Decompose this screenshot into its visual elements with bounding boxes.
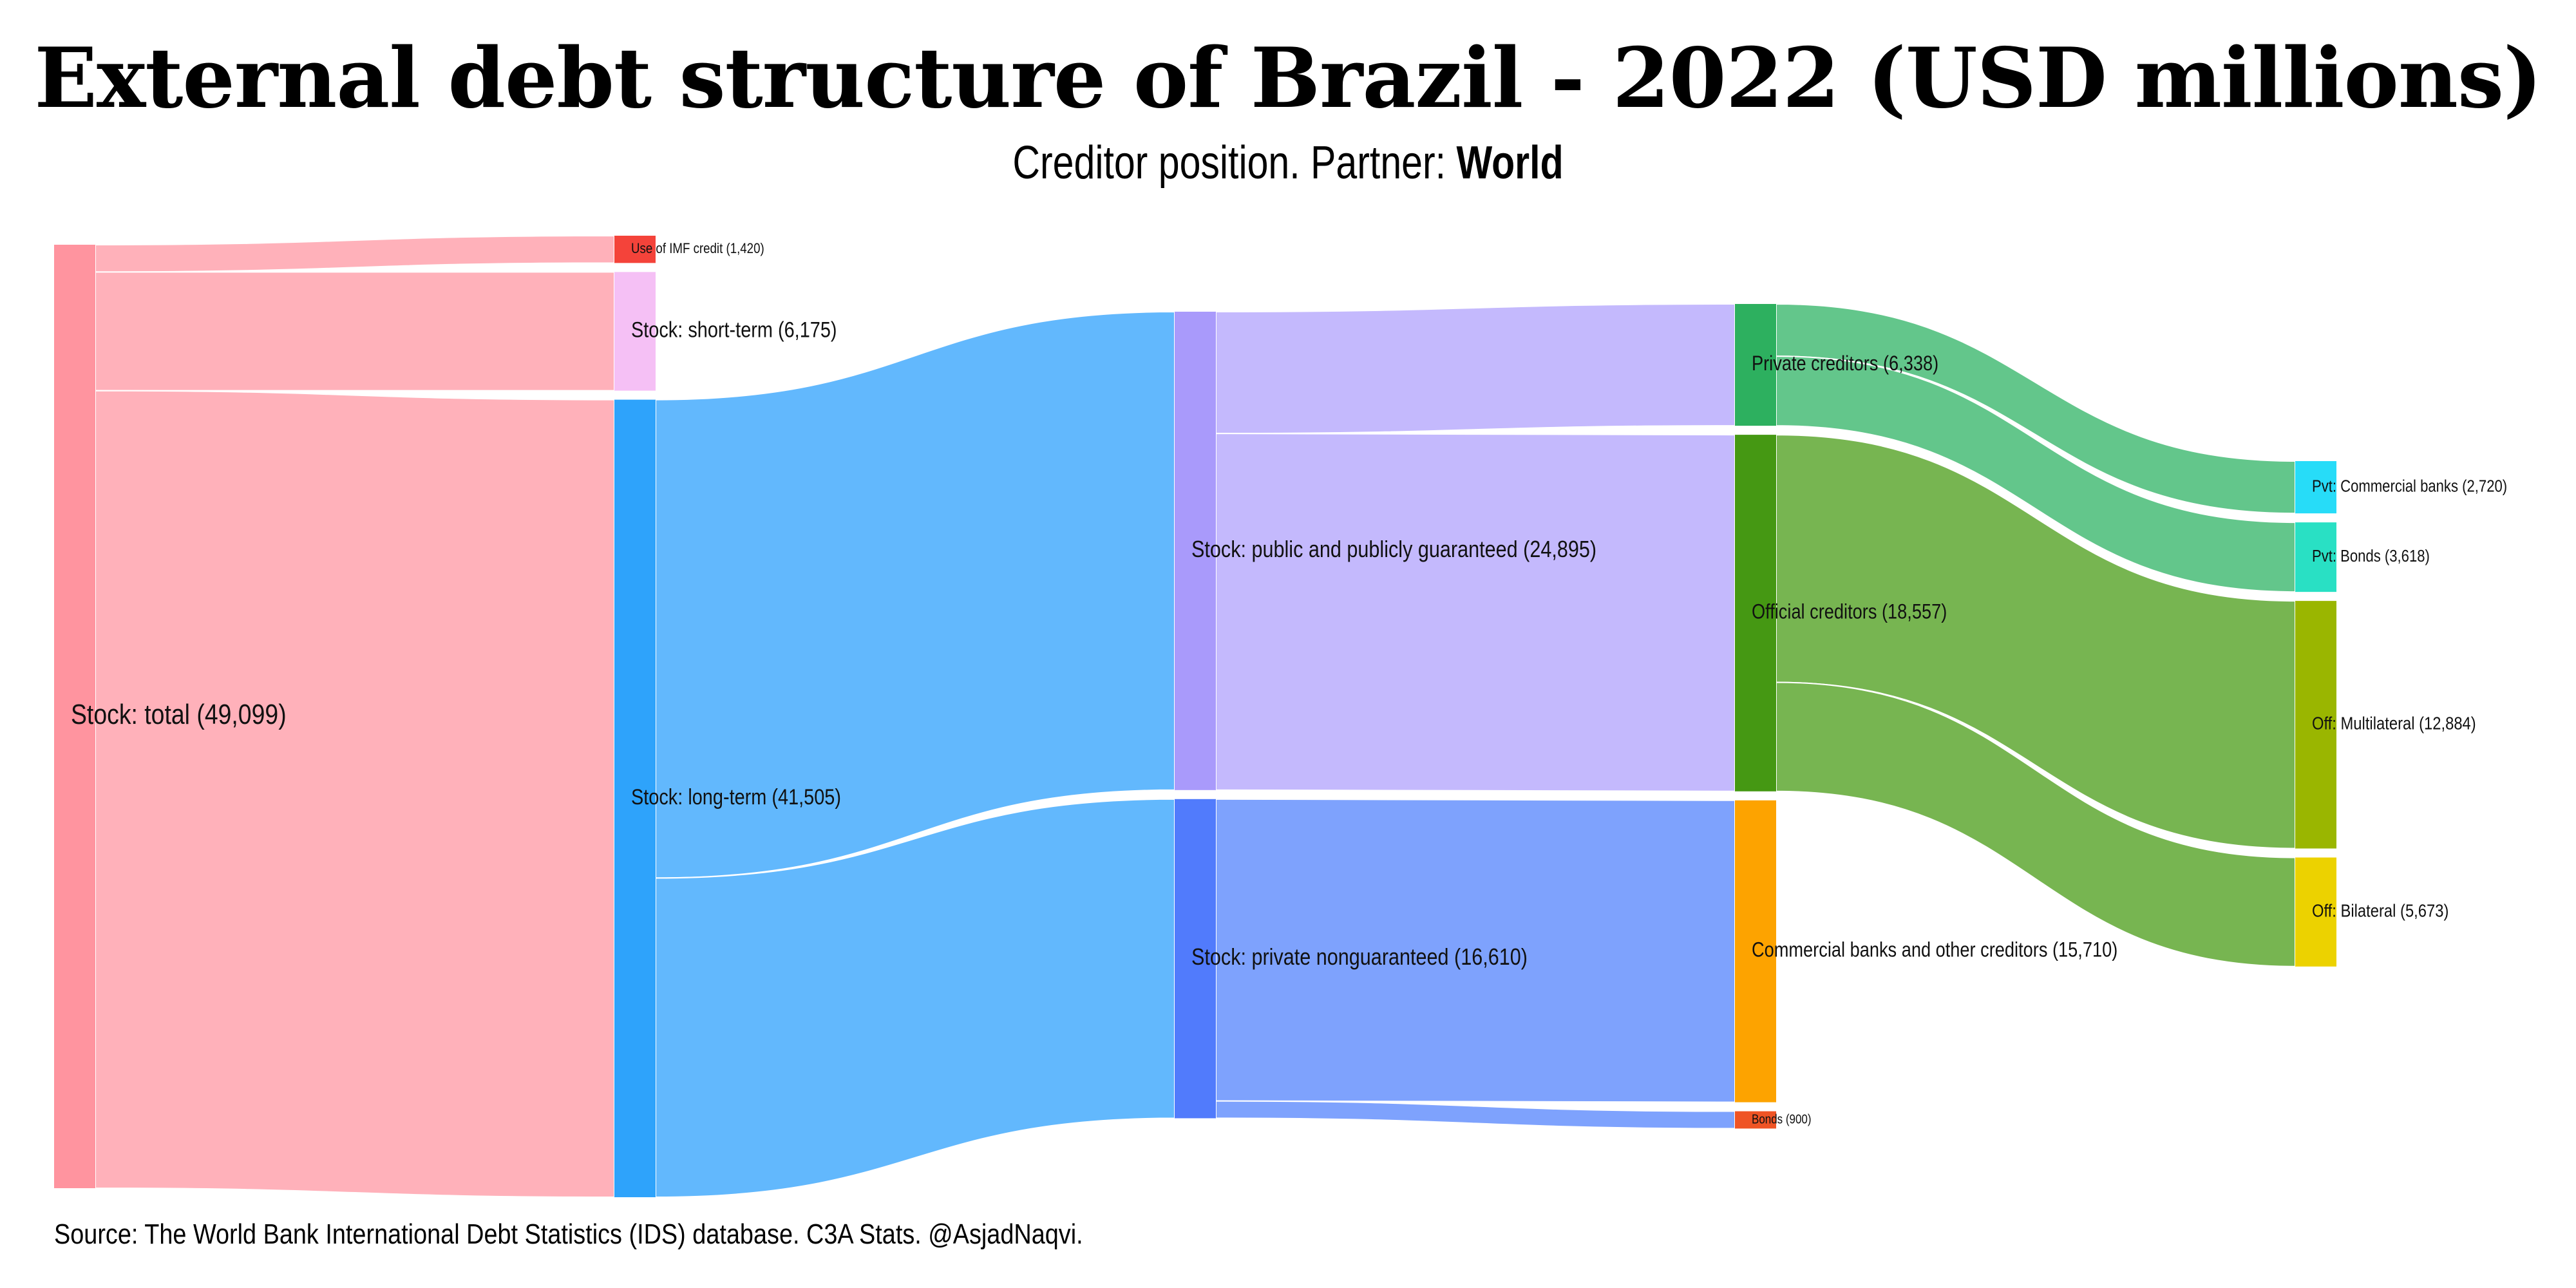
sankey-node-label-short: Stock: short-term (6,175) <box>631 317 837 342</box>
sankey-node-label-imf: Use of IMF credit (1,420) <box>631 242 764 257</box>
sankey-node-label-bonds: Bonds (900) <box>1752 1112 1812 1126</box>
sankey-node-label-pvt: Private creditors (6,338) <box>1752 352 1938 375</box>
sankey-link-ppg-off <box>1215 433 1736 792</box>
sankey-link-png-bonds <box>1215 1100 1736 1130</box>
sankey-link-off-multi <box>1776 434 2296 849</box>
sankey-node-total <box>54 245 95 1188</box>
sankey-node-label-ppg: Stock: public and publicly guaranteed (2… <box>1191 537 1596 563</box>
sankey-node-label-off: Official creditors (18,557) <box>1752 600 1947 623</box>
sankey-link-ppg-pvt <box>1215 303 1736 435</box>
sankey-node-pvtbonds <box>2295 522 2336 592</box>
sankey-node-label-pvtcb: Pvt: Commercial banks (2,720) <box>2312 477 2507 496</box>
subtitle-prefix: Creditor position. Partner: <box>1012 137 1457 189</box>
chart-subtitle: Creditor position. Partner: World <box>232 137 2344 189</box>
sankey-link-total-imf <box>95 234 615 273</box>
sankey-node-label-png: Stock: private nonguaranteed (16,610) <box>1191 945 1528 971</box>
sankey-node-imf <box>614 236 656 263</box>
sankey-node-long <box>614 399 656 1198</box>
sankey-node-bonds <box>1735 1111 1776 1129</box>
sankey-node-multi <box>2295 601 2336 849</box>
sankey-link-off-bilat <box>1776 681 2296 967</box>
sankey-node-label-pvtbonds: Pvt: Bonds (3,618) <box>2312 547 2430 565</box>
sankey-node-pvt <box>1735 304 1776 426</box>
sankey-node-label-bilat: Off: Bilateral (5,673) <box>2312 900 2448 921</box>
sankey-node-comm <box>1735 800 1776 1103</box>
sankey-node-pvtcb <box>2295 461 2336 514</box>
sankey-node-bilat <box>2295 857 2336 967</box>
sankey-node-short <box>614 272 656 391</box>
source-note: Source: The World Bank International Deb… <box>54 1218 1083 1250</box>
sankey-node-label-total: Stock: total (49,099) <box>71 698 287 730</box>
sankey-node-label-long: Stock: long-term (41,505) <box>631 784 841 810</box>
sankey-node-label-comm: Commercial banks and other creditors (15… <box>1752 939 2117 962</box>
chart-title: External debt structure of Brazil - 2022… <box>34 30 2542 127</box>
sankey-node-off <box>1735 435 1776 791</box>
sankey-links <box>95 234 2296 1198</box>
sankey-node-ppg <box>1175 312 1216 790</box>
sankey-link-total-short <box>95 271 615 392</box>
sankey-link-total-long <box>95 390 615 1198</box>
sankey-node-png <box>1175 799 1216 1119</box>
sankey-link-long-ppg <box>655 310 1175 879</box>
sankey-nodes <box>54 236 2336 1198</box>
sankey-labels: Stock: total (49,099) Use of IMF credit (… <box>71 242 2507 1126</box>
subtitle-partner: World <box>1456 137 1564 189</box>
sankey-node-label-multi: Off: Multilateral (12,884) <box>2312 713 2476 734</box>
sankey-link-png-comm <box>1215 798 1736 1103</box>
